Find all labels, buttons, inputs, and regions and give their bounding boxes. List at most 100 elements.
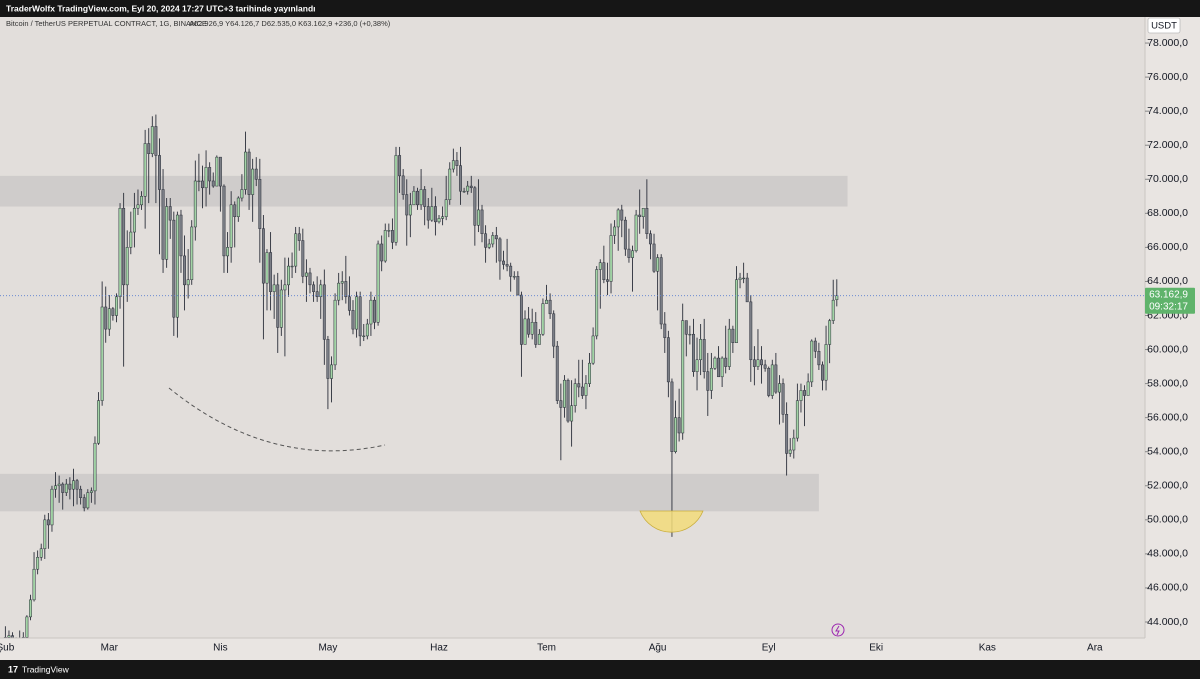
candle-body xyxy=(287,265,290,286)
candle-body xyxy=(828,320,832,345)
time-axis xyxy=(0,638,1200,660)
candle-body xyxy=(831,299,835,321)
candle-body xyxy=(229,204,233,248)
candle-body xyxy=(107,308,111,330)
candle-body xyxy=(810,340,814,383)
last-price-box xyxy=(1145,287,1195,314)
candle-body xyxy=(552,313,556,347)
candle-body xyxy=(688,333,692,336)
x-tick-label: Eyl xyxy=(762,643,776,654)
candle-body xyxy=(61,483,65,493)
alert-icon[interactable] xyxy=(831,623,845,637)
candle-body xyxy=(175,214,179,318)
currency: USDT xyxy=(1151,21,1177,32)
candle-body xyxy=(580,386,584,396)
candle-body xyxy=(29,599,32,618)
candle-body xyxy=(792,437,796,451)
candle-body xyxy=(111,308,115,316)
candle-body xyxy=(720,357,724,378)
x-tick-label: Haz xyxy=(430,643,448,654)
candle-body xyxy=(408,204,412,216)
candle-body xyxy=(132,207,136,233)
candle-body xyxy=(236,197,240,217)
candle-body xyxy=(695,359,699,372)
candle-body xyxy=(125,247,129,286)
header-bar xyxy=(0,0,1200,17)
candle-body xyxy=(473,187,477,226)
candle-body xyxy=(168,206,172,221)
footer-bar xyxy=(0,660,1200,679)
y-tick-label: 54.000,0 xyxy=(1147,445,1188,457)
x-tick-label: Ağu xyxy=(649,643,667,654)
candle-body xyxy=(373,299,376,323)
candle-body xyxy=(172,219,176,318)
candle-body xyxy=(713,357,717,369)
candle-body xyxy=(778,383,781,393)
candle-body xyxy=(631,250,634,258)
candle-body xyxy=(803,390,806,396)
candle-body xyxy=(613,226,617,236)
candle-body xyxy=(204,167,208,189)
candle-body xyxy=(57,483,61,487)
candle-body xyxy=(799,390,803,401)
alert-bolt xyxy=(835,625,840,636)
candle-body xyxy=(788,449,792,454)
candle-body xyxy=(498,238,502,262)
candle-body xyxy=(645,207,649,235)
candle-body xyxy=(7,635,11,638)
candle-body xyxy=(398,155,402,177)
candle-body xyxy=(201,180,204,189)
candle-body xyxy=(344,281,348,298)
candle-body xyxy=(545,299,548,304)
candle-body xyxy=(738,277,742,280)
candle-body xyxy=(340,281,344,284)
candle-body xyxy=(444,199,448,217)
candle-body xyxy=(240,189,244,199)
candle-body xyxy=(598,262,602,270)
candle-body xyxy=(462,190,466,193)
candle-body xyxy=(72,480,75,490)
candle-body xyxy=(362,335,366,337)
candle-body xyxy=(150,126,154,154)
price-axis xyxy=(1145,17,1200,638)
y-tick-label: 76.000,0 xyxy=(1147,71,1188,83)
candle-body xyxy=(233,204,237,217)
candle-body xyxy=(795,400,799,439)
candle-body xyxy=(562,379,566,408)
y-tick-label: 48.000,0 xyxy=(1147,548,1188,560)
candle-body xyxy=(351,310,355,330)
candle-body xyxy=(183,255,187,286)
plot-area xyxy=(0,114,1145,652)
candle-body xyxy=(437,218,441,223)
candle-body xyxy=(326,339,330,379)
candle-body xyxy=(512,276,516,278)
y-tick-label: 64.000,0 xyxy=(1147,275,1188,287)
x-tick-label: Nis xyxy=(213,643,227,654)
candle-body xyxy=(648,233,652,245)
candle-body xyxy=(419,189,423,206)
candle-body xyxy=(523,318,527,345)
candle-body xyxy=(735,279,738,343)
candle-body xyxy=(247,151,251,195)
candle-body xyxy=(813,340,817,352)
candle-body xyxy=(215,156,219,187)
candle-body xyxy=(817,351,821,366)
candle-body xyxy=(666,337,670,383)
candle-body xyxy=(519,294,523,345)
candle-body xyxy=(455,160,459,166)
x-tick-label: Tem xyxy=(537,643,556,654)
candle-body xyxy=(355,296,359,330)
candle-body xyxy=(272,284,276,292)
candle-body xyxy=(312,284,316,292)
candle-body xyxy=(330,364,333,379)
candle-body xyxy=(634,214,638,252)
candle-body xyxy=(756,359,760,367)
candle-body xyxy=(745,277,749,303)
candle-body xyxy=(441,216,445,219)
dashed-arc xyxy=(168,387,386,452)
candle-body xyxy=(742,277,746,280)
candle-body xyxy=(476,209,480,226)
x-tick-label: May xyxy=(318,643,337,654)
x-tick-label: Eki xyxy=(869,643,883,654)
